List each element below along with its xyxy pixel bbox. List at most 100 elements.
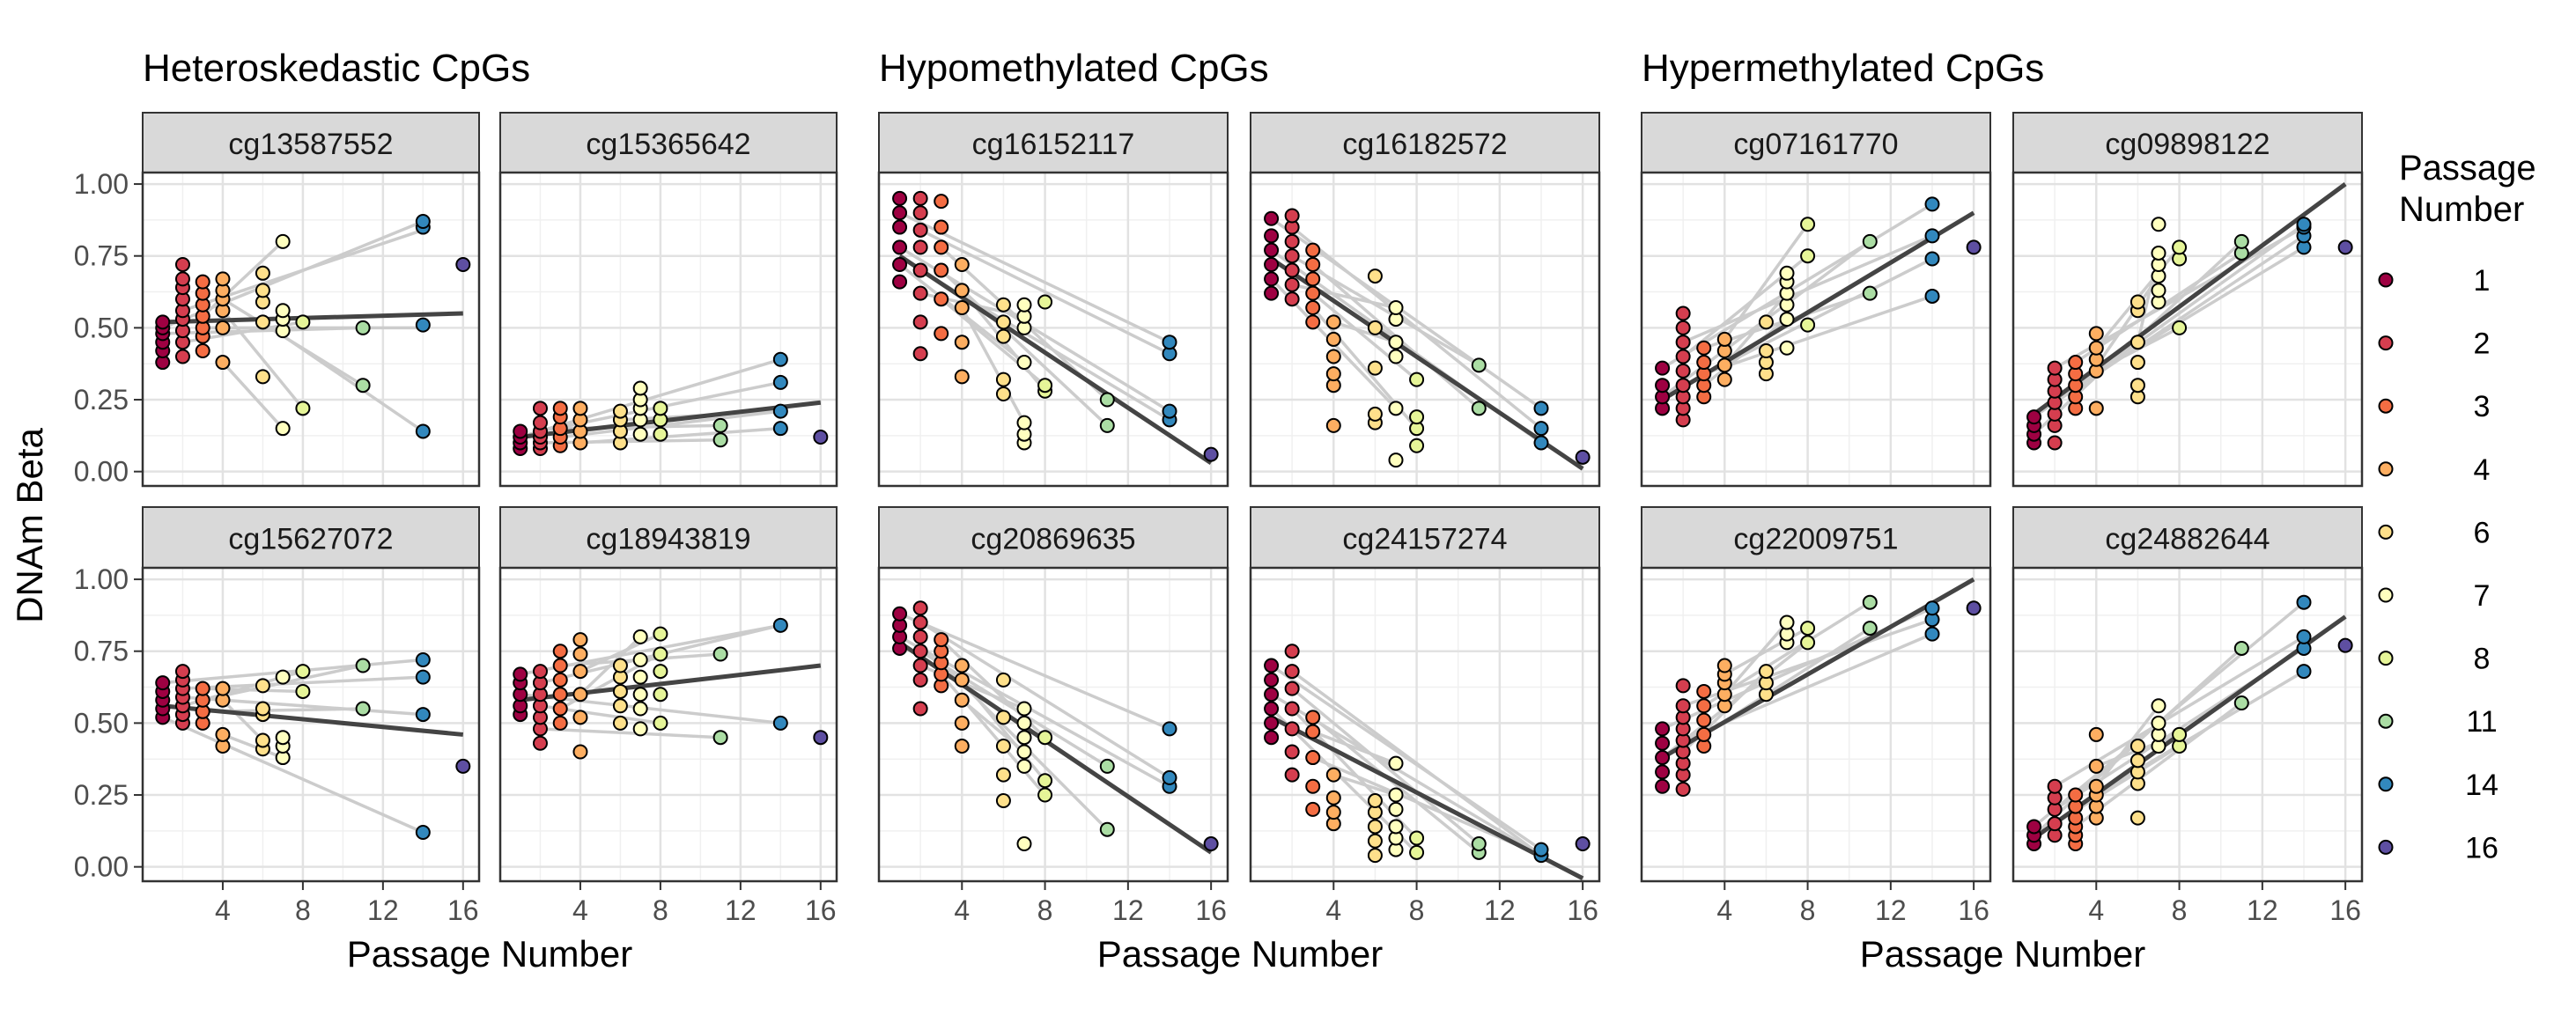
strip-label-cg15365642: cg15365642 [586, 128, 750, 161]
data-point [1388, 349, 1404, 364]
data-point [1305, 710, 1321, 725]
data-point [712, 417, 728, 433]
data-point [1305, 285, 1321, 301]
legend-label-11: 11 [2466, 705, 2497, 739]
data-point [215, 320, 231, 335]
data-point [632, 380, 648, 396]
data-point [892, 205, 908, 221]
data-point [1924, 626, 1940, 642]
data-point [632, 629, 648, 644]
data-point [1367, 819, 1383, 835]
data-point [892, 219, 908, 235]
data-point [1655, 735, 1671, 751]
data-point [2172, 320, 2188, 335]
facet-cg16152117: cg16152117 [877, 112, 1229, 488]
y-tick-label: 0.75 [74, 636, 129, 667]
data-point [1284, 262, 1300, 278]
sample-line [898, 211, 1170, 344]
fit-line-cg15627072 [162, 703, 464, 737]
data-point [1675, 335, 1691, 350]
data-point [255, 283, 270, 298]
data-point [934, 239, 949, 255]
data-point [532, 735, 548, 751]
data-point [1284, 721, 1300, 737]
data-point [255, 678, 270, 694]
sample-line [960, 306, 1026, 423]
y-tick-label: 1.00 [74, 563, 129, 595]
data-point [1284, 248, 1300, 264]
data-point [912, 701, 928, 717]
data-point [532, 401, 548, 416]
facet-cg22009751: cg22009751 4 8 12 16 [1640, 506, 1992, 926]
data-point [1284, 767, 1300, 783]
y-tick-label: 0.25 [74, 384, 129, 416]
strip-cg07161770 [1641, 112, 1991, 173]
sample-line [919, 621, 1170, 779]
data-point [1016, 758, 1032, 774]
data-point [995, 297, 1011, 313]
fit-line-cg07161770 [1661, 210, 1975, 402]
data-point [1409, 844, 1425, 860]
data-point [934, 262, 949, 278]
x-tick-label: 16 [1195, 894, 1227, 926]
data-point [995, 328, 1011, 344]
data-point [912, 222, 928, 238]
x-tick-label: 12 [2247, 894, 2278, 926]
data-point [1367, 793, 1383, 809]
data-point [1284, 208, 1300, 224]
data-point [355, 320, 371, 335]
strip-label-cg16152117: cg16152117 [972, 128, 1135, 161]
data-point [2172, 726, 2188, 742]
x-tick-label: 4 [2088, 894, 2104, 926]
data-point [934, 326, 949, 342]
panel-border-cg07161770 [1640, 171, 1992, 488]
data-point [295, 664, 311, 680]
data-point [612, 403, 628, 419]
fit-line-cg20869635 [898, 640, 1213, 855]
data-point [1325, 767, 1341, 783]
data-point [1655, 378, 1671, 394]
strip-cg16182572 [1250, 112, 1600, 173]
data-point [415, 824, 431, 840]
data-point [155, 675, 171, 691]
data-point [1924, 196, 1940, 212]
data-point [2129, 294, 2145, 310]
data-point [2151, 283, 2166, 298]
y-tick-label: 1.00 [74, 168, 129, 200]
data-point [1696, 355, 1712, 371]
y-tick-label: 0.25 [74, 779, 129, 811]
data-point [954, 300, 970, 316]
data-point [513, 423, 528, 439]
data-point [275, 421, 291, 437]
legend-key-1 [2378, 272, 2394, 288]
panel-border-cg18943819 [498, 566, 838, 883]
data-point [632, 426, 648, 442]
data-point [912, 262, 928, 278]
data-point [215, 271, 231, 287]
data-point [255, 732, 270, 748]
strip-cg24882644 [2012, 506, 2363, 569]
data-point [2129, 335, 2145, 350]
data-point [1696, 683, 1712, 699]
data-point [892, 274, 908, 290]
data-point [2068, 787, 2084, 803]
data-point [954, 335, 970, 350]
data-point [1716, 331, 1732, 347]
data-point [1016, 297, 1032, 313]
data-point [1758, 314, 1774, 330]
data-point [2026, 819, 2042, 835]
legend-key-8 [2378, 651, 2394, 666]
data-point [934, 219, 949, 235]
data-point [1162, 335, 1177, 350]
panel-border-cg15365642 [498, 171, 838, 488]
data-point [612, 715, 628, 731]
sample-line [162, 658, 424, 685]
data-point [772, 715, 788, 731]
legend-key-14 [2378, 776, 2394, 792]
data-point [1655, 360, 1671, 376]
data-point [712, 646, 728, 662]
data-point [1966, 239, 1982, 255]
legend-label-3: 3 [2474, 390, 2491, 423]
data-point [995, 314, 1011, 330]
legend-key-7 [2378, 587, 2394, 603]
